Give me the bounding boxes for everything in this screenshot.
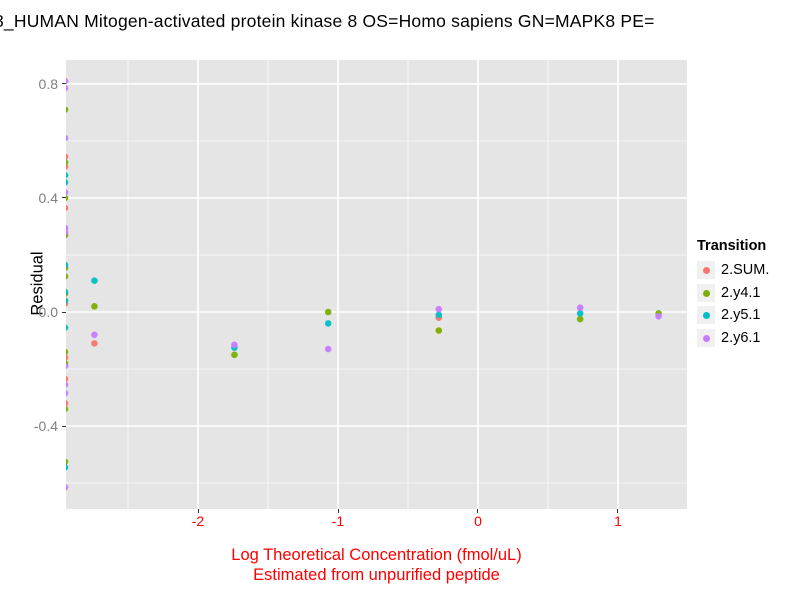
data-point bbox=[66, 405, 69, 413]
legend-entry-label: 2.y5.1 bbox=[721, 307, 761, 324]
data-point bbox=[66, 77, 69, 85]
legend-entry: 2.y4.1 bbox=[697, 282, 769, 305]
plot-panel bbox=[66, 60, 687, 509]
data-point bbox=[66, 348, 69, 356]
y-tick-mark bbox=[62, 311, 66, 313]
data-point bbox=[66, 458, 69, 465]
data-point bbox=[66, 153, 69, 160]
legend-key-swatch bbox=[697, 261, 715, 280]
y-tick-label: -0.4 bbox=[33, 418, 58, 435]
data-point bbox=[435, 311, 443, 319]
data-point bbox=[66, 381, 69, 388]
legend-entry: 2.y5.1 bbox=[697, 304, 769, 327]
y-tick-mark bbox=[62, 197, 66, 199]
data-point bbox=[655, 312, 662, 320]
data-point bbox=[66, 179, 69, 186]
data-point bbox=[576, 315, 584, 323]
x-tick-label: 1 bbox=[614, 513, 622, 529]
data-point bbox=[66, 261, 69, 269]
data-point bbox=[576, 304, 584, 312]
data-point bbox=[66, 273, 69, 280]
data-point bbox=[66, 189, 69, 196]
data-point bbox=[66, 85, 69, 92]
legend-entry: 2.y6.1 bbox=[697, 327, 769, 350]
data-point bbox=[66, 194, 69, 202]
x-tick-mark bbox=[617, 509, 619, 513]
data-point bbox=[66, 134, 69, 142]
legend-key-swatch bbox=[697, 328, 715, 347]
x-axis-title-line1: Log Theoretical Concentration (fmol/uL) bbox=[231, 546, 522, 564]
legend-entries: 2.SUM. 2.y4.1 2.y5.1 2.y6.1 bbox=[697, 259, 769, 349]
legend-dot-icon bbox=[703, 312, 710, 320]
data-point bbox=[231, 341, 238, 349]
y-tick-mark bbox=[62, 83, 66, 85]
data-point bbox=[576, 310, 584, 317]
legend-dot-icon bbox=[703, 267, 710, 275]
data-point bbox=[324, 308, 332, 316]
data-point bbox=[66, 363, 69, 370]
data-point bbox=[91, 303, 98, 310]
data-point bbox=[66, 464, 69, 471]
legend-entry-label: 2.SUM. bbox=[721, 262, 770, 279]
legend-entry: 2.SUM. bbox=[697, 259, 769, 282]
data-point bbox=[66, 324, 69, 331]
data-point bbox=[66, 172, 69, 179]
legend-key-swatch bbox=[697, 283, 715, 302]
data-point bbox=[324, 320, 332, 327]
legend: Transition 2.SUM. 2.y4.1 2.y5.1 2.y6.1 bbox=[697, 238, 769, 349]
scatter-canvas bbox=[66, 60, 687, 509]
data-point bbox=[66, 204, 69, 212]
y-tick-label: 0.8 bbox=[38, 75, 58, 92]
x-tick-label: -1 bbox=[331, 513, 345, 529]
x-tick-mark bbox=[337, 509, 339, 513]
legend-dot-icon bbox=[703, 334, 710, 342]
data-point bbox=[66, 484, 69, 491]
legend-dot-icon bbox=[703, 289, 710, 297]
legend-key-swatch bbox=[697, 306, 715, 325]
legend-entry-label: 2.y4.1 bbox=[721, 284, 761, 301]
x-axis-title-line2: Estimated from unpurified peptide bbox=[253, 566, 500, 584]
data-point bbox=[91, 277, 98, 284]
plot-title: 8_HUMAN Mitogen-activated protein kinase… bbox=[0, 11, 655, 31]
y-axis-title: Residual bbox=[28, 251, 47, 316]
data-point bbox=[66, 106, 69, 113]
y-tick-mark bbox=[62, 425, 66, 427]
data-point bbox=[66, 375, 69, 383]
data-point bbox=[66, 400, 69, 407]
data-point bbox=[435, 305, 443, 313]
x-tick-mark bbox=[477, 509, 479, 513]
x-axis-title: Log Theoretical Concentration (fmol/uL) … bbox=[66, 545, 687, 585]
data-point bbox=[435, 327, 443, 334]
x-tick-label: 0 bbox=[474, 513, 482, 529]
data-point bbox=[91, 331, 98, 339]
x-tick-label: -2 bbox=[191, 513, 205, 529]
legend-title: Transition bbox=[697, 238, 767, 254]
x-tick-mark bbox=[197, 509, 199, 513]
legend-entry-label: 2.y6.1 bbox=[721, 329, 761, 346]
data-point bbox=[231, 351, 238, 359]
data-point bbox=[66, 390, 69, 397]
data-point bbox=[66, 288, 69, 296]
data-point bbox=[91, 340, 98, 347]
y-tick-label: 0.0 bbox=[38, 304, 58, 320]
data-point bbox=[66, 354, 69, 361]
data-point bbox=[66, 159, 69, 166]
data-point bbox=[66, 229, 69, 236]
data-point bbox=[324, 345, 332, 353]
y-tick-label: 0.4 bbox=[38, 189, 58, 206]
data-point bbox=[66, 297, 69, 304]
